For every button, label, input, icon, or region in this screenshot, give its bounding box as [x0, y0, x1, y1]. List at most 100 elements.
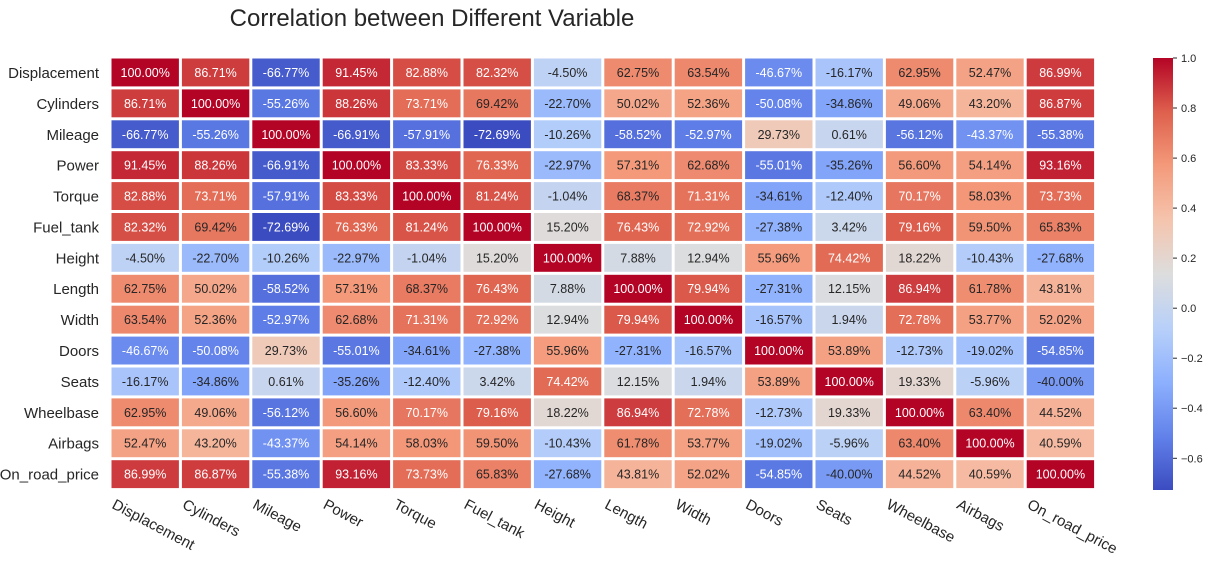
- row-label: Width: [61, 312, 99, 329]
- cell-value-label: 79.94%: [617, 313, 659, 327]
- cell-value-label: 100.00%: [332, 159, 381, 173]
- heatmap-cell: [111, 182, 179, 210]
- cell-value-label: -22.70%: [192, 251, 239, 265]
- heatmap-cell: [674, 460, 743, 489]
- heatmap-cell: [1026, 151, 1095, 180]
- column-label: Mileage: [250, 496, 304, 536]
- cell-value-label: 73.73%: [1039, 190, 1081, 204]
- heatmap-cell: [815, 120, 883, 149]
- cell-value-label: 62.75%: [617, 66, 659, 80]
- cell-value-label: 40.59%: [969, 468, 1011, 482]
- cell-value-label: 86.99%: [1039, 66, 1081, 80]
- heatmap-cell: [885, 243, 954, 272]
- heatmap-cell: [815, 243, 883, 272]
- cell-value-label: 43.20%: [194, 437, 236, 451]
- heatmap-cell: [181, 58, 250, 87]
- heatmap-cell: [1026, 120, 1095, 149]
- cell-value-label: 19.33%: [898, 375, 940, 389]
- cell-value-label: 62.95%: [124, 406, 166, 420]
- heatmap-cell: [604, 58, 672, 87]
- heatmap-cell: [815, 89, 883, 118]
- heatmap-cell: [181, 336, 250, 365]
- cell-value-label: 93.16%: [335, 468, 377, 482]
- cell-value-label: 0.61%: [831, 128, 866, 142]
- heatmap-cell: [111, 398, 179, 427]
- column-label: Seats: [813, 496, 855, 529]
- heatmap-cell: [815, 367, 883, 396]
- heatmap-cell: [1026, 182, 1095, 210]
- cell-value-label: -56.12%: [263, 406, 310, 420]
- heatmap-cell: [111, 89, 179, 118]
- heatmap-cell: [745, 182, 813, 210]
- cell-value-label: 86.87%: [1039, 97, 1081, 111]
- cell-value-label: 65.83%: [476, 468, 518, 482]
- heatmap-cell: [604, 182, 672, 210]
- heatmap-cell: [252, 336, 320, 365]
- row-label: Height: [56, 250, 100, 267]
- heatmap-cell: [181, 182, 250, 210]
- cell-value-label: 52.47%: [969, 66, 1011, 80]
- colorbar-tick-label: −0.4: [1181, 403, 1203, 415]
- heatmap-cell: [252, 58, 320, 87]
- cell-value-label: 82.88%: [406, 66, 448, 80]
- heatmap-cells: 100.00% 86.71% -66.77% 91.45% 82.88% 82.32% -4…: [111, 58, 1095, 489]
- heatmap-cell: [745, 120, 813, 149]
- heatmap-cell: [674, 243, 743, 272]
- heatmap-cell: [674, 429, 743, 458]
- cell-value-label: -16.17%: [122, 375, 169, 389]
- cell-value-label: 100.00%: [402, 190, 451, 204]
- column-label: Airbags: [954, 496, 1007, 535]
- heatmap-cell: [252, 120, 320, 149]
- heatmap-cell: [252, 460, 320, 489]
- heatmap-cell: [745, 305, 813, 334]
- colorbar-gradient: [1153, 58, 1173, 490]
- cell-value-label: 59.50%: [969, 220, 1011, 234]
- cell-value-label: 18.22%: [546, 406, 588, 420]
- heatmap-cell: [1026, 367, 1095, 396]
- heatmap-cell: [956, 398, 1024, 427]
- cell-value-label: 69.42%: [194, 220, 236, 234]
- row-label: Fuel_tank: [33, 219, 99, 236]
- heatmap-cell: [604, 120, 672, 149]
- heatmap-cell: [815, 151, 883, 180]
- cell-value-label: -34.61%: [404, 344, 451, 358]
- cell-value-label: -16.57%: [685, 344, 732, 358]
- cell-value-label: -46.67%: [756, 66, 803, 80]
- heatmap-cell: [463, 460, 531, 489]
- cell-value-label: -1.04%: [407, 251, 447, 265]
- heatmap-cell: [885, 274, 954, 303]
- cell-value-label: -12.40%: [404, 375, 451, 389]
- cell-value-label: 62.75%: [124, 282, 166, 296]
- cell-value-label: -4.50%: [548, 66, 588, 80]
- cell-value-label: 73.71%: [406, 97, 448, 111]
- cell-value-label: 50.02%: [194, 282, 236, 296]
- cell-value-label: -10.43%: [967, 251, 1014, 265]
- cell-value-label: 53.77%: [969, 313, 1011, 327]
- row-label: Seats: [61, 374, 99, 391]
- cell-value-label: 71.31%: [687, 190, 729, 204]
- heatmap-cell: [885, 58, 954, 87]
- cell-value-label: -40.00%: [1037, 375, 1084, 389]
- heatmap-cell: [463, 243, 531, 272]
- heatmap-cell: [111, 151, 179, 180]
- cell-value-label: 100.00%: [191, 97, 240, 111]
- colorbar-tick-label: 0.0: [1181, 303, 1196, 315]
- heatmap-cell: [322, 429, 391, 458]
- heatmap-cell: [885, 336, 954, 365]
- cell-value-label: -66.91%: [263, 159, 310, 173]
- heatmap-cell: [745, 151, 813, 180]
- heatmap-cell: [604, 151, 672, 180]
- cell-value-label: 62.68%: [335, 313, 377, 327]
- heatmap-cell: [181, 243, 250, 272]
- heatmap-cell: [533, 151, 602, 180]
- cell-value-label: 29.73%: [758, 128, 800, 142]
- colorbar-tick-label: 1.0: [1181, 53, 1196, 65]
- chart-title: Correlation between Different Variable: [230, 5, 635, 32]
- heatmap-cell: [322, 274, 391, 303]
- heatmap-cell: [885, 182, 954, 210]
- heatmap-cell: [252, 243, 320, 272]
- heatmap-cell: [393, 182, 461, 210]
- heatmap-cell: [956, 120, 1024, 149]
- cell-value-label: 70.17%: [898, 190, 940, 204]
